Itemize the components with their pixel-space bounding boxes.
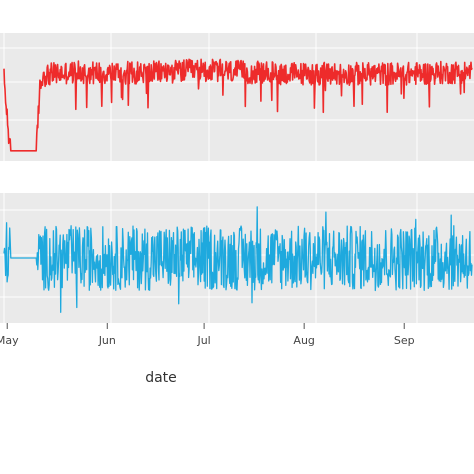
top-panel-background <box>0 33 474 161</box>
x-axis: May Jun Jul Aug Sep <box>0 323 415 347</box>
bottom-panel-series <box>3 206 473 313</box>
x-tick-label: Jul <box>196 334 210 347</box>
x-tick-label: Aug <box>293 334 314 347</box>
x-axis-title: date <box>145 370 177 386</box>
x-tick-label: May <box>0 334 19 347</box>
x-tick-label: Jun <box>98 334 116 347</box>
bottom-series-line <box>3 206 473 313</box>
top-series-line <box>3 58 473 152</box>
x-tick-label: Sep <box>394 334 415 347</box>
top-panel-series <box>3 58 473 152</box>
